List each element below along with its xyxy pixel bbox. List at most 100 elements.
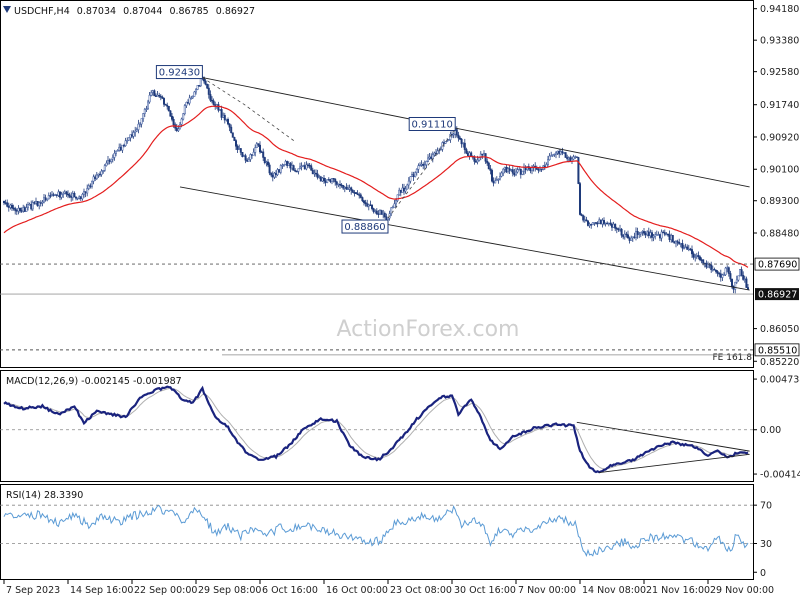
- candle-body: [81, 194, 84, 200]
- pivot-label-0.88860[interactable]: 0.88860: [341, 219, 389, 234]
- candle-body: [191, 96, 194, 99]
- candle: [690, 245, 693, 258]
- candle: [500, 171, 503, 178]
- candle: [738, 269, 741, 277]
- candle: [153, 89, 156, 97]
- candle-body: [25, 207, 28, 212]
- candle: [417, 163, 420, 174]
- candle-body: [554, 152, 557, 155]
- candle-body: [415, 168, 418, 173]
- candle-body: [631, 236, 634, 239]
- candle: [116, 149, 119, 152]
- candle-body: [622, 234, 625, 238]
- candle: [47, 192, 50, 200]
- candle: [254, 144, 257, 157]
- candle-body: [746, 287, 749, 290]
- candle: [143, 107, 146, 117]
- candle: [266, 159, 269, 168]
- candle-body: [185, 102, 188, 106]
- candle-body: [4, 202, 7, 204]
- candle-body: [217, 104, 220, 111]
- candle: [86, 184, 89, 197]
- candle-body: [63, 191, 66, 194]
- candle-body: [239, 148, 242, 153]
- pivot-label-0.91110[interactable]: 0.91110: [408, 116, 456, 131]
- x-axis-label: 23 Oct 08:00: [390, 585, 452, 596]
- pivot-label-box: [341, 219, 389, 234]
- rsi-tick-label: 70: [760, 501, 772, 512]
- candle-body: [422, 163, 425, 166]
- candle-body: [473, 156, 476, 162]
- candle: [220, 105, 223, 121]
- candle-body: [522, 167, 525, 172]
- rsi-tick-label: 30: [760, 539, 772, 550]
- candle-body: [231, 132, 234, 138]
- candle: [614, 223, 617, 232]
- candle: [553, 153, 556, 157]
- candle: [737, 275, 740, 282]
- candle: [100, 169, 103, 177]
- candle-body: [705, 263, 708, 268]
- candle: [241, 152, 244, 158]
- candle-body: [366, 203, 369, 207]
- upper-channel-line: [202, 77, 750, 188]
- candle-body: [481, 153, 484, 156]
- candle-body: [113, 153, 116, 158]
- candle-body: [588, 224, 591, 226]
- x-axis-label: 21 Nov 16:00: [646, 585, 710, 596]
- candle: [548, 153, 551, 161]
- price-tick-label: 0.88480: [760, 228, 799, 239]
- candle-body: [140, 118, 143, 125]
- candle: [91, 180, 94, 189]
- candle-body: [348, 187, 351, 190]
- x-axis-label: 14 Nov 08:00: [582, 585, 646, 596]
- level-0.87690-axis-label: 0.87690: [754, 257, 800, 271]
- candle-body: [510, 169, 513, 171]
- candle-body: [406, 184, 409, 190]
- candle: [554, 151, 557, 159]
- candle-body: [655, 234, 658, 236]
- pivot-label-0.92430[interactable]: 0.92430: [155, 65, 203, 80]
- candle: [14, 206, 17, 215]
- candle: [406, 183, 409, 190]
- candle: [375, 208, 378, 216]
- candle: [729, 270, 732, 282]
- candle-body: [574, 156, 577, 158]
- price-pane[interactable]: [0, 0, 754, 368]
- candle-body: [478, 157, 481, 161]
- candle-body: [601, 220, 604, 225]
- candle-body: [460, 138, 463, 145]
- candle: [230, 124, 233, 134]
- candle-body: [54, 194, 57, 196]
- candle-body: [60, 194, 63, 198]
- candle-body: [127, 137, 130, 141]
- candle-body: [236, 145, 239, 150]
- candle: [498, 172, 501, 181]
- candle: [134, 126, 137, 137]
- candle: [305, 161, 308, 171]
- candle: [137, 119, 140, 134]
- candle-body: [596, 222, 599, 225]
- candle-body: [700, 259, 703, 261]
- candle: [561, 147, 564, 156]
- candle-body: [12, 207, 15, 210]
- candle-body: [657, 234, 660, 236]
- candle-body: [100, 170, 103, 175]
- rsi-pane[interactable]: [0, 484, 754, 580]
- candle-body: [494, 180, 497, 184]
- candle-body: [180, 118, 183, 125]
- candle-body: [330, 178, 333, 182]
- candle: [580, 213, 583, 217]
- candle: [158, 92, 161, 99]
- candle: [626, 230, 629, 239]
- candle-body: [30, 204, 33, 210]
- macd-pane[interactable]: [0, 370, 754, 482]
- chart-header: USDCHF,H4 0.87034 0.87044 0.86785 0.8692…: [3, 6, 255, 17]
- candle-body: [650, 232, 653, 238]
- candle-body: [273, 172, 276, 178]
- candle: [591, 222, 594, 226]
- candle-body: [38, 202, 41, 207]
- candle: [546, 155, 549, 168]
- candle-body: [490, 170, 493, 182]
